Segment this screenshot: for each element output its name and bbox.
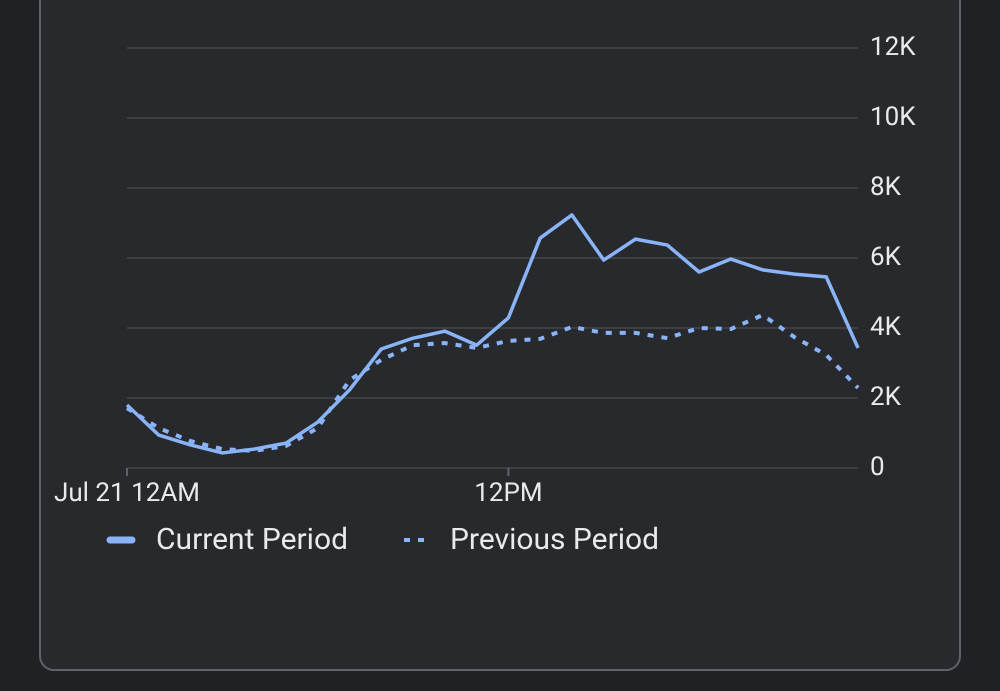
x-tick-label: Jul 21 12AM — [54, 478, 200, 508]
y-tick-label: 10K — [870, 102, 916, 132]
card — [39, 0, 961, 671]
y-tick-label: 4K — [870, 312, 902, 342]
y-tick-label: 8K — [870, 172, 902, 202]
y-tick-label: 2K — [870, 382, 902, 412]
y-tick-label: 6K — [870, 242, 902, 272]
series-line — [125, 313, 860, 453]
y-tick-label: 12K — [870, 32, 916, 62]
x-tick-label: 12PM — [474, 478, 542, 508]
legend-label: Previous Period — [450, 522, 659, 557]
legend-label: Current Period — [156, 522, 348, 557]
y-tick-label: 0 — [870, 452, 885, 482]
